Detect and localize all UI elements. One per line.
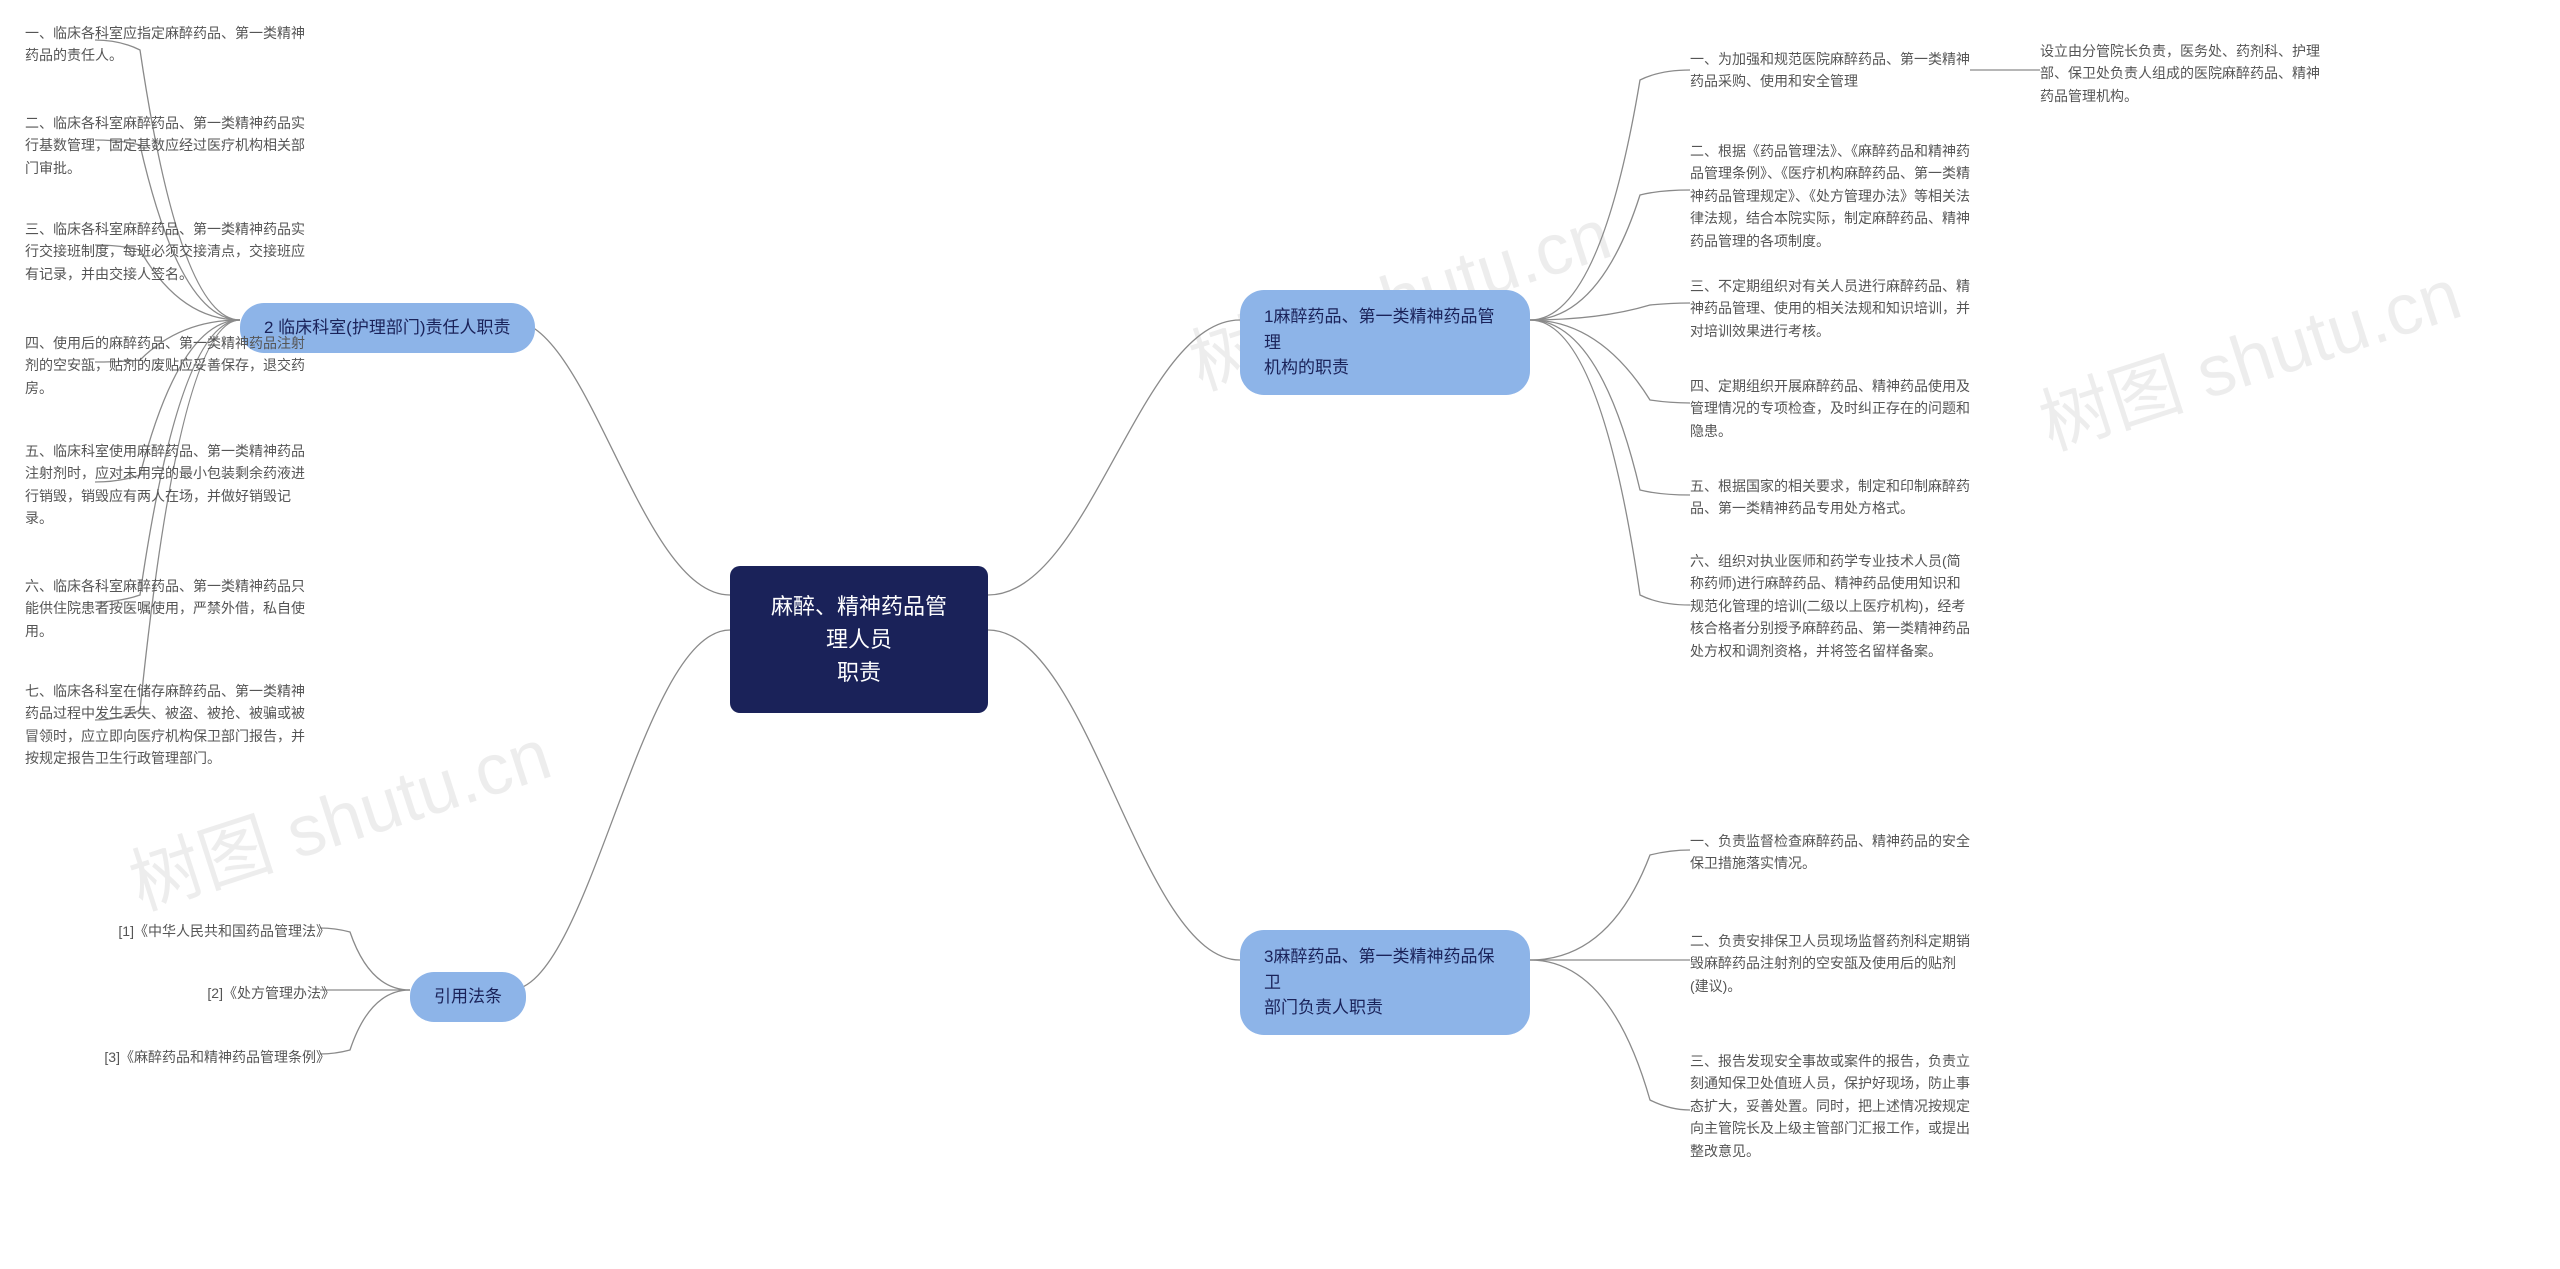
center-node: 麻醉、精神药品管理人员 职责	[730, 566, 988, 713]
branch-1: 1麻醉药品、第一类精神药品管理 机构的职责	[1240, 290, 1530, 395]
branch-4-label: 引用法条	[434, 987, 502, 1006]
branch-2-leaf-4: 四、使用后的麻醉药品、第一类精神药品注射剂的空安瓿，贴剂的废贴应妥善保存，退交药…	[25, 332, 305, 399]
branch-1-label: 1麻醉药品、第一类精神药品管理 机构的职责	[1264, 307, 1494, 377]
branch-2-leaf-5: 五、临床科室使用麻醉药品、第一类精神药品注射剂时，应对未用完的最小包装剩余药液进…	[25, 440, 305, 530]
branch-1-leaf-3: 三、不定期组织对有关人员进行麻醉药品、精神药品管理、使用的相关法规和知识培训，并…	[1690, 275, 1970, 342]
branch-4-leaf-2: [2]《处方管理办法》	[195, 982, 335, 1004]
branch-2-leaf-2: 二、临床各科室麻醉药品、第一类精神药品实行基数管理，固定基数应经过医疗机构相关部…	[25, 112, 305, 179]
center-line1: 麻醉、精神药品管理人员	[764, 590, 954, 656]
branch-3-leaf-1: 一、负责监督检查麻醉药品、精神药品的安全保卫措施落实情况。	[1690, 830, 1970, 875]
branch-1-leaf-5: 五、根据国家的相关要求，制定和印制麻醉药品、第一类精神药品专用处方格式。	[1690, 475, 1970, 520]
branch-4-leaf-1: [1]《中华人民共和国药品管理法》	[110, 920, 330, 942]
connectors	[0, 0, 2560, 1269]
branch-1-leaf-6: 六、组织对执业医师和药学专业技术人员(简称药师)进行麻醉药品、精神药品使用知识和…	[1690, 550, 1970, 662]
branch-2-leaf-1: 一、临床各科室应指定麻醉药品、第一类精神药品的责任人。	[25, 22, 305, 67]
center-line2: 职责	[764, 656, 954, 689]
branch-2-leaf-3: 三、临床各科室麻醉药品、第一类精神药品实行交接班制度，每班必须交接清点，交接班应…	[25, 218, 305, 285]
branch-1-leaf-2: 二、根据《药品管理法》、《麻醉药品和精神药品管理条例》、《医疗机构麻醉药品、第一…	[1690, 140, 1970, 252]
branch-3: 3麻醉药品、第一类精神药品保卫 部门负责人职责	[1240, 930, 1530, 1035]
branch-1-leaf-1: 一、为加强和规范医院麻醉药品、第一类精神药品采购、使用和安全管理	[1690, 48, 1970, 93]
branch-2-leaf-6: 六、临床各科室麻醉药品、第一类精神药品只能供住院患者按医嘱使用，严禁外借，私自使…	[25, 575, 305, 642]
branch-3-leaf-2: 二、负责安排保卫人员现场监督药剂科定期销毁麻醉药品注射剂的空安瓿及使用后的贴剂(…	[1690, 930, 1970, 997]
branch-4: 引用法条	[410, 972, 526, 1022]
branch-3-label: 3麻醉药品、第一类精神药品保卫 部门负责人职责	[1264, 947, 1494, 1017]
branch-1-leaf-1-sub: 设立由分管院长负责，医务处、药剂科、护理部、保卫处负责人组成的医院麻醉药品、精神…	[2040, 40, 2320, 107]
watermark: 树图 shutu.cn	[2024, 235, 2471, 470]
branch-4-leaf-3: [3]《麻醉药品和精神药品管理条例》	[100, 1046, 330, 1068]
branch-3-leaf-3: 三、报告发现安全事故或案件的报告，负责立刻通知保卫处值班人员，保护好现场，防止事…	[1690, 1050, 1970, 1162]
branch-2-leaf-7: 七、临床各科室在储存麻醉药品、第一类精神药品过程中发生丢失、被盗、被抢、被骗或被…	[25, 680, 305, 770]
branch-1-leaf-4: 四、定期组织开展麻醉药品、精神药品使用及管理情况的专项检查，及时纠正存在的问题和…	[1690, 375, 1970, 442]
